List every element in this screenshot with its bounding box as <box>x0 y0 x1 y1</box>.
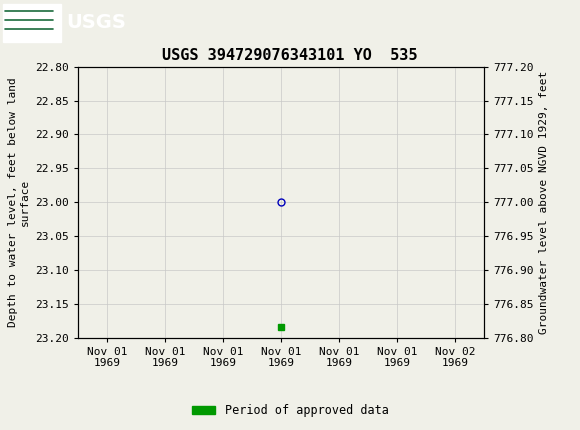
Text: USGS: USGS <box>67 13 126 32</box>
Y-axis label: Groundwater level above NGVD 1929, feet: Groundwater level above NGVD 1929, feet <box>539 71 549 334</box>
Y-axis label: Depth to water level, feet below land
surface: Depth to water level, feet below land su… <box>8 77 30 327</box>
Text: USGS 394729076343101 YO  535: USGS 394729076343101 YO 535 <box>162 48 418 62</box>
FancyBboxPatch shape <box>3 3 61 42</box>
Legend: Period of approved data: Period of approved data <box>187 399 393 422</box>
